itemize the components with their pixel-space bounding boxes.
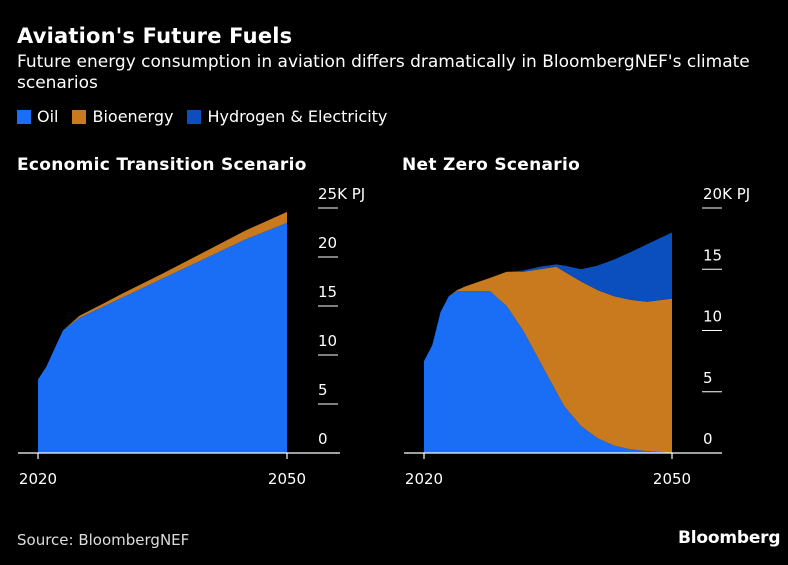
y-tick-label: 20 (318, 234, 337, 252)
chart-title: Aviation's Future Fuels (17, 24, 293, 48)
area-oil (38, 222, 287, 453)
y-tick-label: 10 (318, 332, 337, 350)
legend-swatch-hydrogen-electricity (187, 109, 202, 124)
panel-title-economic-transition: Economic Transition Scenario (17, 155, 307, 175)
y-tick-label: 5 (318, 381, 328, 399)
y-unit-label: 20K PJ (703, 185, 750, 203)
x-tick-label: 2050 (653, 470, 691, 488)
panel-title-net-zero: Net Zero Scenario (402, 155, 581, 175)
x-tick-label: 2050 (268, 470, 306, 488)
legend: Oil Bioenergy Hydrogen & Electricity (17, 107, 387, 126)
source-note: Source: BloombergNEF (17, 531, 190, 549)
legend-label-oil: Oil (37, 107, 59, 126)
legend-item-hydrogen-electricity: Hydrogen & Electricity (187, 107, 387, 126)
y-tick-label: 15 (703, 246, 722, 264)
chart-net-zero: 2020 2050 0 5 10 15 20K PJ (404, 185, 750, 488)
legend-item-oil: Oil (17, 107, 58, 126)
legend-swatch-oil (17, 109, 31, 124)
legend-label-hydrogen-electricity: Hydrogen & Electricity (207, 107, 388, 126)
legend-swatch-bioenergy (72, 109, 87, 124)
chart-subtitle: Future energy consumption in aviation di… (17, 52, 750, 93)
y-unit-label: 25K PJ (318, 185, 365, 203)
chart-economic-transition: 2020 2050 0 5 10 15 20 25K PJ (18, 185, 365, 488)
area-oil (424, 291, 672, 453)
x-tick-label: 2020 (19, 470, 57, 488)
x-tick-label: 2020 (405, 470, 443, 488)
legend-item-bioenergy: Bioenergy (72, 107, 173, 126)
legend-label-bioenergy: Bioenergy (92, 107, 174, 126)
area-bioenergy (424, 266, 672, 453)
y-tick-label: 15 (318, 283, 337, 301)
y-tick-label: 5 (703, 369, 713, 387)
area-bioenergy (38, 211, 287, 380)
bloomberg-logo: Bloomberg (678, 528, 781, 548)
y-tick-label: 0 (703, 430, 713, 448)
y-tick-label: 10 (703, 308, 722, 326)
y-tick-label: 0 (318, 430, 328, 448)
area-hydrogen-electricity (424, 232, 672, 362)
